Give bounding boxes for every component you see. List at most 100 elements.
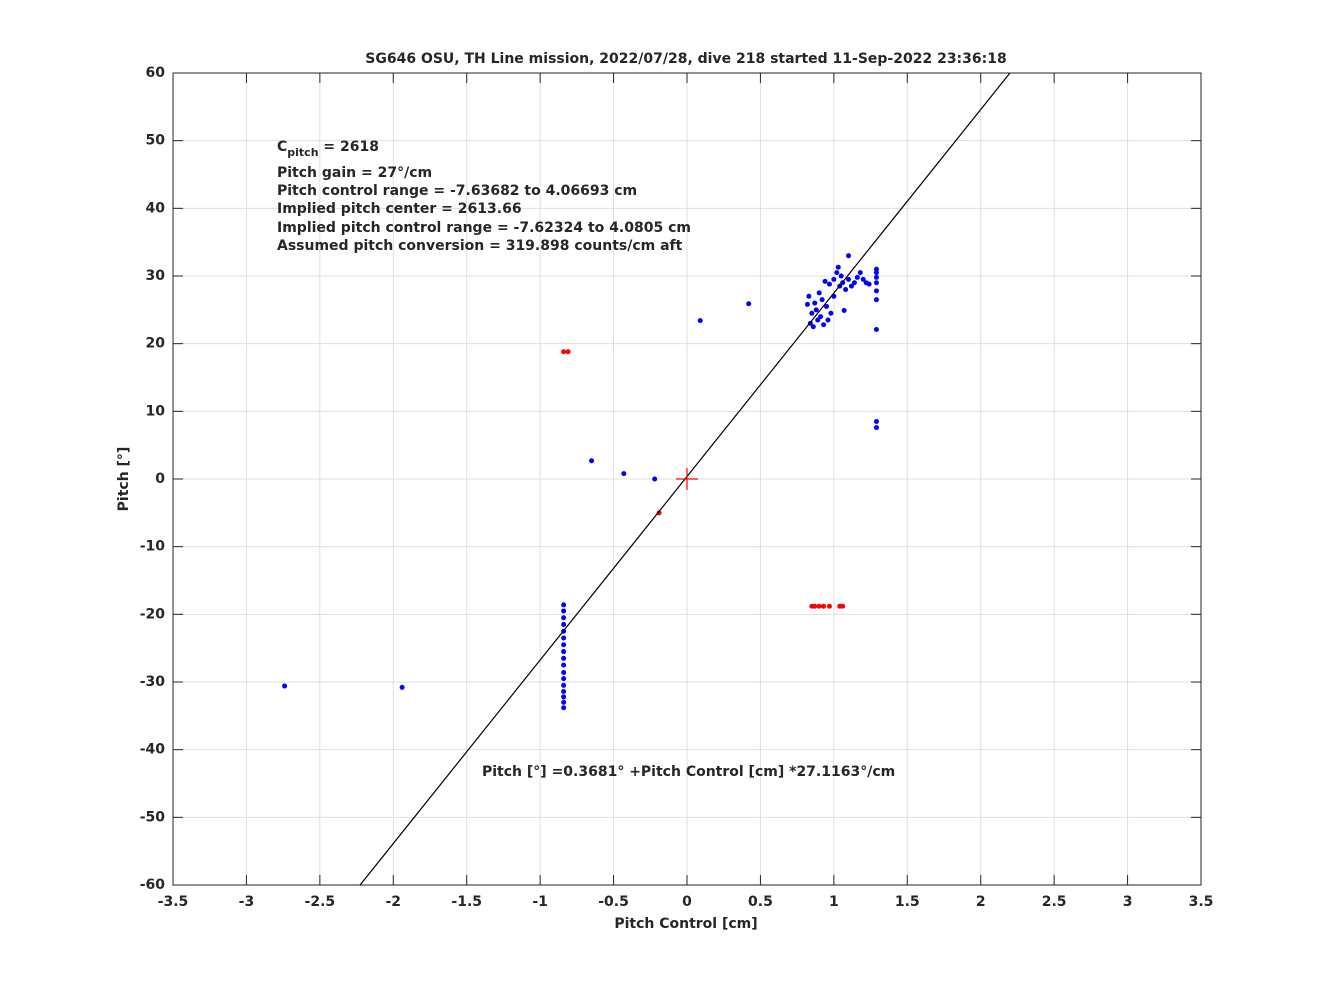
data-point bbox=[561, 608, 567, 614]
fit-equation: Pitch [°] =0.3681° +Pitch Control [cm] *… bbox=[482, 764, 895, 780]
y-tick-label: 60 bbox=[146, 65, 166, 81]
data-point bbox=[282, 683, 288, 689]
data-point bbox=[816, 290, 822, 296]
annotation-text: = 2618 bbox=[319, 139, 379, 155]
data-point bbox=[561, 602, 567, 608]
x-tick-label: -0.5 bbox=[598, 894, 629, 910]
data-point bbox=[840, 603, 846, 609]
plot-area bbox=[282, 73, 1011, 885]
y-tick-label: 20 bbox=[146, 336, 166, 352]
data-point bbox=[561, 694, 567, 700]
data-point bbox=[815, 317, 821, 323]
y-tick-label: -40 bbox=[140, 742, 166, 758]
data-point bbox=[873, 280, 879, 286]
annotation: Implied pitch center = 2613.66 bbox=[277, 201, 522, 217]
data-point bbox=[828, 310, 834, 316]
data-point bbox=[561, 655, 567, 661]
x-tick-label: -2.5 bbox=[305, 894, 336, 910]
x-tick-label: -2 bbox=[386, 894, 402, 910]
data-point bbox=[835, 264, 841, 270]
data-point bbox=[854, 274, 860, 280]
data-point bbox=[806, 293, 812, 299]
data-point bbox=[846, 253, 852, 259]
data-point bbox=[851, 280, 857, 286]
data-point bbox=[621, 471, 627, 477]
data-point bbox=[873, 274, 879, 280]
data-point bbox=[843, 287, 849, 293]
y-tick-label: 40 bbox=[146, 200, 166, 216]
data-point bbox=[821, 322, 827, 328]
data-point bbox=[824, 303, 830, 309]
data-point bbox=[873, 425, 879, 431]
data-point bbox=[841, 308, 847, 314]
data-point bbox=[804, 301, 810, 307]
data-point bbox=[561, 682, 567, 688]
data-point bbox=[561, 621, 567, 627]
data-point bbox=[873, 288, 879, 294]
data-point bbox=[561, 699, 567, 705]
data-point bbox=[697, 318, 703, 324]
data-point bbox=[809, 310, 815, 316]
center-marker bbox=[676, 468, 698, 490]
data-point bbox=[873, 297, 879, 303]
data-point bbox=[821, 603, 827, 609]
data-point bbox=[561, 642, 567, 648]
y-tick-label: -60 bbox=[140, 877, 166, 893]
data-point bbox=[399, 684, 405, 690]
data-point bbox=[873, 418, 879, 424]
x-tick-label: 1.5 bbox=[895, 894, 920, 910]
data-point bbox=[656, 510, 662, 516]
data-point bbox=[746, 301, 752, 307]
y-tick-label: 0 bbox=[155, 471, 165, 487]
data-point bbox=[561, 688, 567, 694]
data-point bbox=[857, 270, 863, 276]
annotation-subscript: pitch bbox=[287, 146, 318, 159]
data-point bbox=[561, 349, 567, 355]
data-point bbox=[834, 270, 840, 276]
plot-frame bbox=[172, 72, 1202, 886]
y-tick-label: 10 bbox=[146, 403, 166, 419]
data-point bbox=[819, 297, 825, 303]
data-point bbox=[561, 635, 567, 641]
x-tick-label: -1 bbox=[532, 894, 548, 910]
x-tick-label: 3.5 bbox=[1189, 894, 1214, 910]
data-point bbox=[831, 276, 837, 282]
annotation: Implied pitch control range = -7.62324 t… bbox=[277, 220, 691, 236]
data-point bbox=[652, 476, 658, 482]
data-point bbox=[826, 603, 832, 609]
data-point bbox=[812, 603, 818, 609]
data-point bbox=[816, 603, 822, 609]
data-point bbox=[866, 281, 872, 287]
data-point bbox=[846, 276, 852, 282]
y-tick-label: -20 bbox=[140, 606, 166, 622]
data-point bbox=[561, 670, 567, 676]
y-tick-label: -30 bbox=[140, 674, 166, 690]
data-point bbox=[860, 276, 866, 282]
data-point bbox=[825, 317, 831, 323]
data-point bbox=[565, 349, 571, 355]
x-tick-label: 3 bbox=[1123, 894, 1133, 910]
y-tick-label: 50 bbox=[146, 133, 166, 149]
y-tick-label: 30 bbox=[146, 268, 166, 284]
x-axis-label: Pitch Control [cm] bbox=[614, 916, 757, 932]
data-point bbox=[822, 278, 828, 284]
data-point bbox=[561, 615, 567, 621]
data-point bbox=[810, 324, 816, 330]
x-tick-label: -3 bbox=[239, 894, 255, 910]
x-tick-label: -3.5 bbox=[158, 894, 189, 910]
y-tick-label: -50 bbox=[140, 809, 166, 825]
data-point bbox=[873, 266, 879, 272]
x-tick-label: 0.5 bbox=[748, 894, 773, 910]
annotation: Assumed pitch conversion = 319.898 count… bbox=[277, 238, 683, 254]
data-point bbox=[561, 662, 567, 668]
data-point bbox=[561, 705, 567, 711]
annotation: Pitch gain = 27°/cm bbox=[277, 165, 432, 181]
data-point bbox=[826, 281, 832, 287]
y-tick-label: -10 bbox=[140, 539, 166, 555]
data-point bbox=[561, 649, 567, 655]
x-tick-label: 1 bbox=[829, 894, 839, 910]
x-tick-label: 0 bbox=[682, 894, 692, 910]
annotation-text: C bbox=[277, 139, 287, 155]
data-point bbox=[561, 676, 567, 682]
